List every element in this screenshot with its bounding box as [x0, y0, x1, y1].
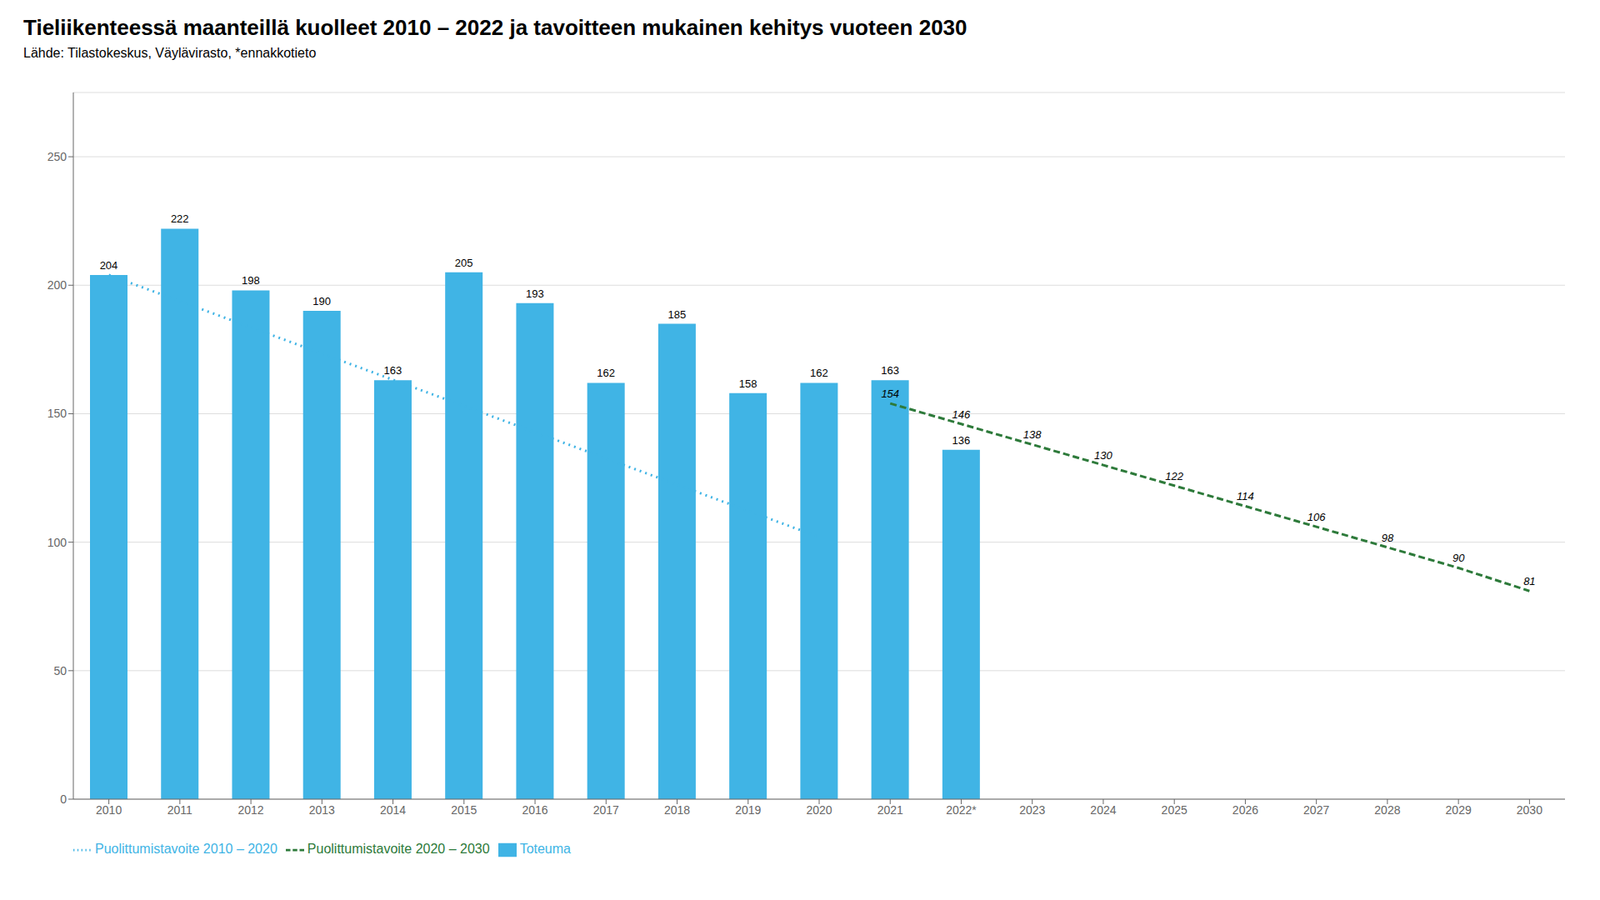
svg-text:158: 158: [739, 377, 758, 390]
svg-text:2014: 2014: [380, 803, 406, 817]
svg-text:2019: 2019: [735, 803, 761, 817]
svg-text:2029: 2029: [1445, 803, 1472, 817]
svg-text:2028: 2028: [1374, 803, 1400, 817]
svg-text:163: 163: [880, 364, 900, 377]
svg-text:162: 162: [810, 366, 829, 380]
svg-text:250: 250: [47, 150, 68, 164]
svg-text:98: 98: [1381, 531, 1395, 545]
svg-text:2010: 2010: [95, 803, 122, 817]
svg-text:122: 122: [1165, 470, 1184, 483]
html-text:Puolittumistavoite 2020 – 2030: Puolittumistavoite 2020 – 2030: [307, 841, 490, 856]
svg-text:2025: 2025: [1161, 803, 1188, 817]
svg-text:2013: 2013: [309, 803, 335, 817]
svg-text:2012: 2012: [238, 803, 265, 817]
svg-text:138: 138: [1023, 428, 1042, 441]
svg-text:81: 81: [1523, 575, 1535, 588]
svg-text:2024: 2024: [1090, 803, 1116, 817]
svg-text:2018: 2018: [664, 803, 690, 817]
svg-text:204: 204: [100, 259, 119, 272]
svg-text:185: 185: [668, 308, 687, 321]
svg-text:146: 146: [952, 408, 971, 421]
svg-text:100: 100: [47, 535, 68, 550]
svg-text:162: 162: [596, 366, 615, 380]
svg-text:50: 50: [53, 664, 67, 678]
html-text:Lähde: Tilastokeskus, Väylävir: Lähde: Tilastokeskus, Väylävirasto, *enn…: [23, 45, 317, 60]
svg-text:163: 163: [384, 364, 403, 377]
svg-text:2016: 2016: [521, 803, 548, 817]
html-text:Tieliikenteessä maanteillä kuo: Tieliikenteessä maanteillä kuolleet 2010…: [23, 15, 968, 40]
svg-text:106: 106: [1307, 510, 1326, 524]
svg-text:2026: 2026: [1232, 803, 1259, 817]
svg-text:193: 193: [525, 287, 545, 300]
svg-text:150: 150: [47, 406, 68, 420]
svg-text:0: 0: [60, 792, 67, 806]
svg-text:114: 114: [1236, 490, 1255, 503]
svg-text:2023: 2023: [1019, 803, 1045, 817]
svg-text:2022*: 2022*: [945, 803, 977, 817]
svg-text:136: 136: [952, 434, 971, 447]
svg-text:205: 205: [455, 256, 474, 270]
svg-text:200: 200: [47, 278, 68, 292]
html-text:Toteuma: Toteuma: [519, 841, 571, 856]
html-text:Puolittumistavoite 2010 – 2020: Puolittumistavoite 2010 – 2020: [95, 841, 278, 856]
svg-text:154: 154: [880, 387, 900, 400]
svg-text:222: 222: [170, 212, 190, 225]
svg-text:198: 198: [241, 274, 260, 287]
svg-text:2021: 2021: [877, 803, 904, 817]
svg-text:2027: 2027: [1303, 803, 1330, 817]
svg-text:2020: 2020: [805, 803, 832, 817]
svg-text:2015: 2015: [450, 803, 477, 817]
svg-text:2030: 2030: [1516, 803, 1543, 817]
svg-text:90: 90: [1452, 551, 1465, 565]
svg-text:130: 130: [1094, 449, 1113, 462]
svg-text:2011: 2011: [167, 803, 193, 817]
svg-text:2017: 2017: [593, 803, 620, 817]
svg-text:190: 190: [312, 295, 331, 308]
